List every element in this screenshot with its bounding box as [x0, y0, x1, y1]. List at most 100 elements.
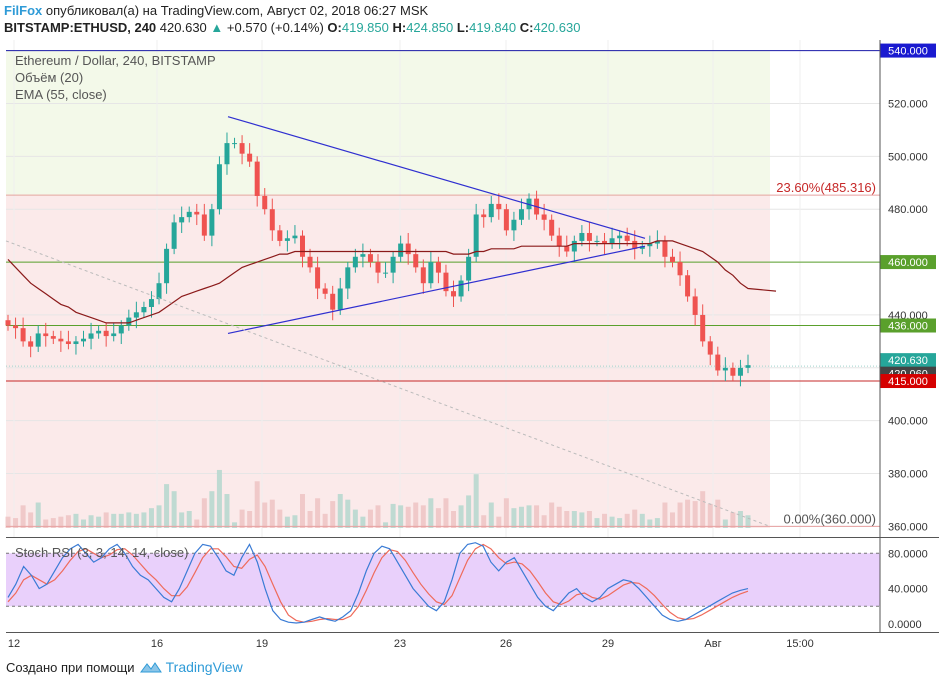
candle-body: [269, 209, 275, 231]
price-axis-tag-label: 436.000: [888, 321, 928, 333]
published-text: опубликовал(а) на TradingView.com, Авгус…: [45, 3, 429, 18]
volume-bar: [277, 509, 283, 528]
volume-bar: [390, 503, 396, 528]
volume-bar: [284, 516, 290, 528]
volume-bar: [50, 518, 56, 528]
volume-bar: [556, 506, 562, 528]
volume-bar: [171, 491, 177, 528]
volume-bar: [360, 516, 366, 528]
candle-body: [586, 232, 592, 241]
price-axis-tag: [880, 255, 936, 270]
candle-body: [111, 333, 117, 337]
volume-bar: [81, 519, 87, 528]
volume-bar: [96, 516, 102, 528]
volume-bar: [405, 506, 411, 528]
candle-body: [398, 243, 404, 257]
volume-bar: [88, 515, 94, 528]
footer-created: Создано при помощи: [6, 660, 135, 675]
candle-body: [556, 235, 562, 247]
volume-bar: [745, 515, 751, 528]
volume-bar: [428, 498, 434, 528]
candle-body: [239, 143, 245, 154]
candle-body: [458, 280, 464, 297]
price-axis-tag: [880, 374, 936, 389]
volume-legend[interactable]: Объём (20): [15, 70, 84, 85]
price-axis-tag: [880, 43, 936, 58]
high-label: H:: [392, 20, 407, 35]
volume-bar: [458, 505, 464, 528]
candle-body: [126, 317, 132, 326]
volume-bar: [269, 499, 275, 528]
volume-bar: [639, 513, 645, 528]
candle-body: [352, 256, 358, 268]
candle-body: [579, 232, 585, 241]
volume-bar: [315, 498, 321, 528]
volume-bar: [148, 508, 154, 528]
volume-bar: [737, 511, 743, 528]
author-name[interactable]: FilFox: [4, 3, 43, 18]
low-value: 419.840: [469, 20, 517, 35]
volume-bar: [609, 516, 615, 528]
volume-bar: [511, 508, 517, 528]
candle-body: [65, 341, 71, 345]
open-value: 419.850: [341, 20, 389, 35]
candle-body: [730, 367, 736, 376]
candle-body: [367, 254, 373, 263]
volume-bar: [632, 509, 638, 528]
volume-bar: [579, 512, 585, 528]
volume-bar: [564, 511, 570, 528]
stoch-tick-label: 40.0000: [888, 584, 928, 596]
volume-bar: [186, 511, 192, 528]
candle-body: [179, 217, 185, 223]
x-tick-label: 26: [500, 638, 512, 650]
ema-legend[interactable]: EMA (55, close): [15, 87, 107, 102]
candle-body: [58, 338, 64, 342]
stoch-tick-label: 0.0000: [888, 619, 922, 631]
volume-bar: [65, 515, 71, 528]
volume-bar: [549, 502, 555, 528]
volume-bar: [677, 502, 683, 528]
volume-bar: [216, 469, 222, 528]
price-axis-tag-label: 540.000: [888, 46, 928, 58]
stoch-tick-label: 80.0000: [888, 548, 928, 560]
x-tick-label: 16: [151, 638, 163, 650]
candle-body: [707, 341, 713, 355]
candle-body: [715, 354, 721, 371]
volume-bar: [73, 513, 79, 528]
candle-body: [405, 243, 411, 255]
candle-body: [722, 367, 728, 371]
candle-body: [383, 272, 389, 274]
volume-bar: [254, 481, 260, 528]
volume-bar: [103, 512, 109, 528]
y-tick-label: 360.000: [888, 521, 928, 533]
candle-body: [292, 235, 298, 239]
volume-bar: [692, 501, 698, 528]
candle-body: [209, 209, 215, 236]
volume-bar: [541, 515, 547, 528]
fib-zone-lower: [6, 196, 770, 528]
volume-bar: [20, 505, 26, 528]
price-axis-tag: [880, 318, 936, 333]
volume-bar: [707, 503, 713, 528]
volume-bar: [518, 506, 524, 528]
volume-bar: [58, 516, 64, 528]
candle-body: [322, 288, 328, 294]
volume-bar: [43, 519, 49, 528]
y-tick-label: 400.000: [888, 416, 928, 428]
candle-body: [337, 288, 343, 310]
volume-bar: [194, 519, 200, 528]
candle-body: [186, 211, 192, 218]
ema-line: [7, 240, 777, 324]
candle-body: [73, 341, 79, 345]
candle-body: [624, 235, 630, 241]
tradingview-logo[interactable]: TradingView: [140, 659, 243, 675]
candle-body: [669, 256, 675, 263]
volume-bar: [473, 474, 479, 528]
candle-body: [171, 222, 177, 249]
candle-body: [473, 214, 479, 257]
stoch-legend[interactable]: Stoch RSI (3, 3, 14, 14, close): [15, 545, 189, 560]
volume-bar: [700, 491, 706, 528]
volume-bar: [209, 491, 215, 528]
volume-bar: [133, 513, 139, 528]
